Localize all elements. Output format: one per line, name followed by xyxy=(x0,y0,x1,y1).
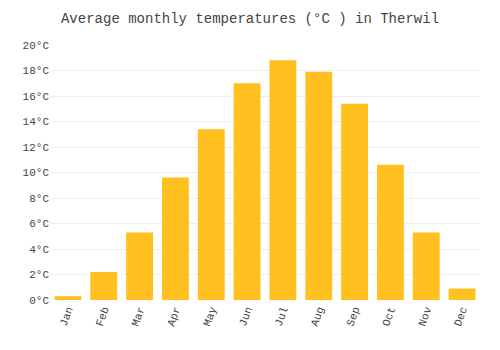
svg-text:Aug: Aug xyxy=(309,305,327,328)
svg-text:2°C: 2°C xyxy=(29,269,49,281)
svg-text:10°C: 10°C xyxy=(23,167,50,179)
svg-text:Average monthly temperatures (: Average monthly temperatures (°C ) in Th… xyxy=(61,11,439,27)
svg-text:Jan: Jan xyxy=(58,305,76,328)
svg-text:14°C: 14°C xyxy=(23,116,50,128)
svg-text:8°C: 8°C xyxy=(29,193,49,205)
svg-text:Dec: Dec xyxy=(452,305,470,328)
svg-text:Apr: Apr xyxy=(165,305,183,328)
svg-text:Mar: Mar xyxy=(130,305,148,328)
svg-text:12°C: 12°C xyxy=(23,142,50,154)
svg-text:Feb: Feb xyxy=(94,305,112,328)
svg-text:0°C: 0°C xyxy=(29,295,49,307)
svg-text:16°C: 16°C xyxy=(23,91,50,103)
svg-text:Nov: Nov xyxy=(416,305,434,328)
svg-text:May: May xyxy=(201,305,219,328)
svg-text:Jun: Jun xyxy=(237,305,255,328)
svg-text:4°C: 4°C xyxy=(29,244,49,256)
svg-text:20°C: 20°C xyxy=(23,40,50,52)
svg-text:Jul: Jul xyxy=(273,305,291,328)
svg-text:Oct: Oct xyxy=(380,305,398,328)
svg-text:6°C: 6°C xyxy=(29,218,49,230)
svg-text:18°C: 18°C xyxy=(23,65,50,77)
svg-text:Sep: Sep xyxy=(345,305,363,328)
